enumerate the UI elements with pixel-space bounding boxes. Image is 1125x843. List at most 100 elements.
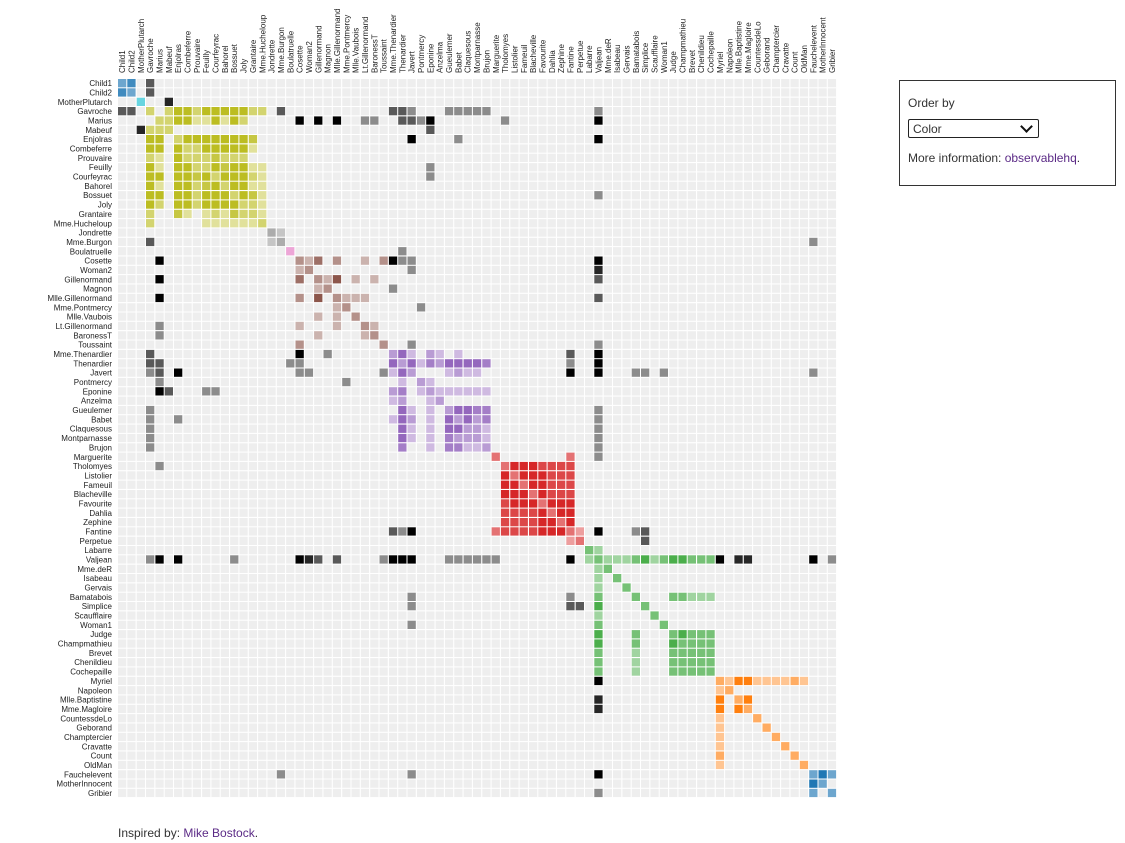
matrix-cell: [575, 592, 584, 601]
matrix-cell-link: [174, 116, 183, 125]
matrix-cell: [818, 163, 827, 172]
matrix-cell: [781, 630, 790, 639]
matrix-cell: [538, 620, 547, 629]
matrix-cell: [818, 79, 827, 88]
matrix-cell: [529, 247, 538, 256]
matrix-cell: [267, 667, 276, 676]
matrix-cell: [687, 387, 696, 396]
matrix-cell: [687, 200, 696, 209]
matrix-cell: [342, 583, 351, 592]
matrix-cell-link: [146, 237, 155, 247]
matrix-cell: [472, 396, 482, 405]
matrix-cell-link: [146, 219, 155, 228]
matrix-cell: [239, 471, 248, 480]
matrix-cell: [734, 592, 743, 601]
matrix-cell: [538, 191, 547, 200]
matrix-cell: [416, 546, 426, 555]
matrix-cell: [323, 648, 332, 657]
matrix-cell: [622, 387, 631, 396]
matrix-cell: [426, 639, 435, 648]
matrix-cell: [444, 256, 454, 265]
matrix-cell: [136, 181, 145, 190]
matrix-cell: [174, 490, 183, 499]
matrix-cell-link: [510, 527, 519, 536]
matrix-cell: [146, 247, 155, 256]
matrix-cell: [351, 163, 360, 172]
matrix-cell: [585, 592, 594, 601]
matrix-cell: [239, 331, 248, 340]
matrix-cell: [491, 79, 500, 88]
matrix-cell: [715, 331, 725, 340]
matrix-cell: [435, 312, 444, 321]
matrix-cell: [295, 107, 304, 116]
matrix-cell: [669, 433, 678, 443]
matrix-cell: [585, 630, 594, 639]
matrix-cell: [220, 237, 229, 247]
matrix-cell: [603, 415, 612, 424]
matrix-cell: [678, 536, 687, 545]
matrix-cell: [622, 135, 631, 144]
matrix-cell: [753, 508, 762, 517]
matrix-cell: [678, 153, 687, 162]
matrix-cell: [491, 284, 500, 293]
matrix-cell: [575, 396, 584, 405]
matrix-cell-link: [407, 349, 416, 359]
matrix-cell: [743, 518, 753, 527]
matrix-cell: [715, 275, 725, 284]
matrix-cell: [809, 125, 818, 134]
matrix-cell: [659, 340, 668, 349]
matrix-cell: [557, 377, 566, 387]
matrix-cell-link: [416, 377, 426, 387]
matrix-cell: [500, 181, 510, 190]
matrix-cell: [454, 527, 463, 536]
matrix-cell: [332, 284, 342, 293]
matrix-cell: [323, 387, 332, 396]
matrix-cell: [136, 536, 145, 545]
matrix-cell: [323, 620, 332, 629]
matrix-cell: [557, 564, 566, 573]
matrix-cell: [743, 480, 753, 489]
matrix-cell-link: [202, 163, 211, 172]
matrix-cell: [267, 387, 276, 396]
matrix-cell-link: [370, 275, 379, 284]
matrix-cell: [697, 247, 706, 256]
matrix-cell: [164, 359, 173, 368]
matrix-cell: [360, 275, 370, 284]
matrix-cell: [286, 107, 295, 116]
matrix-cell: [267, 321, 276, 331]
matrix-cell: [697, 583, 706, 592]
matrix-cell-link: [146, 368, 155, 377]
matrix-cell: [529, 163, 538, 172]
matrix-cell: [192, 461, 201, 471]
matrix-cell-link: [444, 387, 454, 396]
matrix-cell-link: [192, 191, 201, 200]
matrix-cell-link: [725, 676, 734, 686]
matrix-cell: [351, 658, 360, 667]
matrix-cell: [127, 602, 136, 611]
matrix-cell: [715, 620, 725, 629]
matrix-cell: [136, 630, 145, 639]
matrix-cell: [771, 349, 781, 359]
matrix-cell: [641, 265, 650, 275]
matrix-cell: [743, 172, 753, 181]
matrix-cell: [351, 396, 360, 405]
matrix-cell: [192, 237, 201, 247]
matrix-cell: [220, 527, 229, 536]
matrix-cell: [529, 405, 538, 415]
matrix-cell: [220, 648, 229, 657]
matrix-cell: [482, 303, 491, 312]
matrix-cell: [472, 116, 482, 125]
matrix-cell: [454, 219, 463, 228]
matrix-cell-link: [398, 349, 407, 359]
matrix-cell: [230, 237, 239, 247]
matrix-cell-link: [809, 555, 818, 564]
matrix-cell: [164, 667, 173, 676]
matrix-cell: [650, 471, 659, 480]
matrix-cell-link: [594, 368, 603, 377]
matrix-cell: [818, 172, 827, 181]
matrix-cell: [416, 592, 426, 601]
matrix-cell: [220, 396, 229, 405]
matrix-cell-link: [407, 359, 416, 368]
matrix-cell: [192, 303, 201, 312]
matrix-cell: [183, 359, 192, 368]
